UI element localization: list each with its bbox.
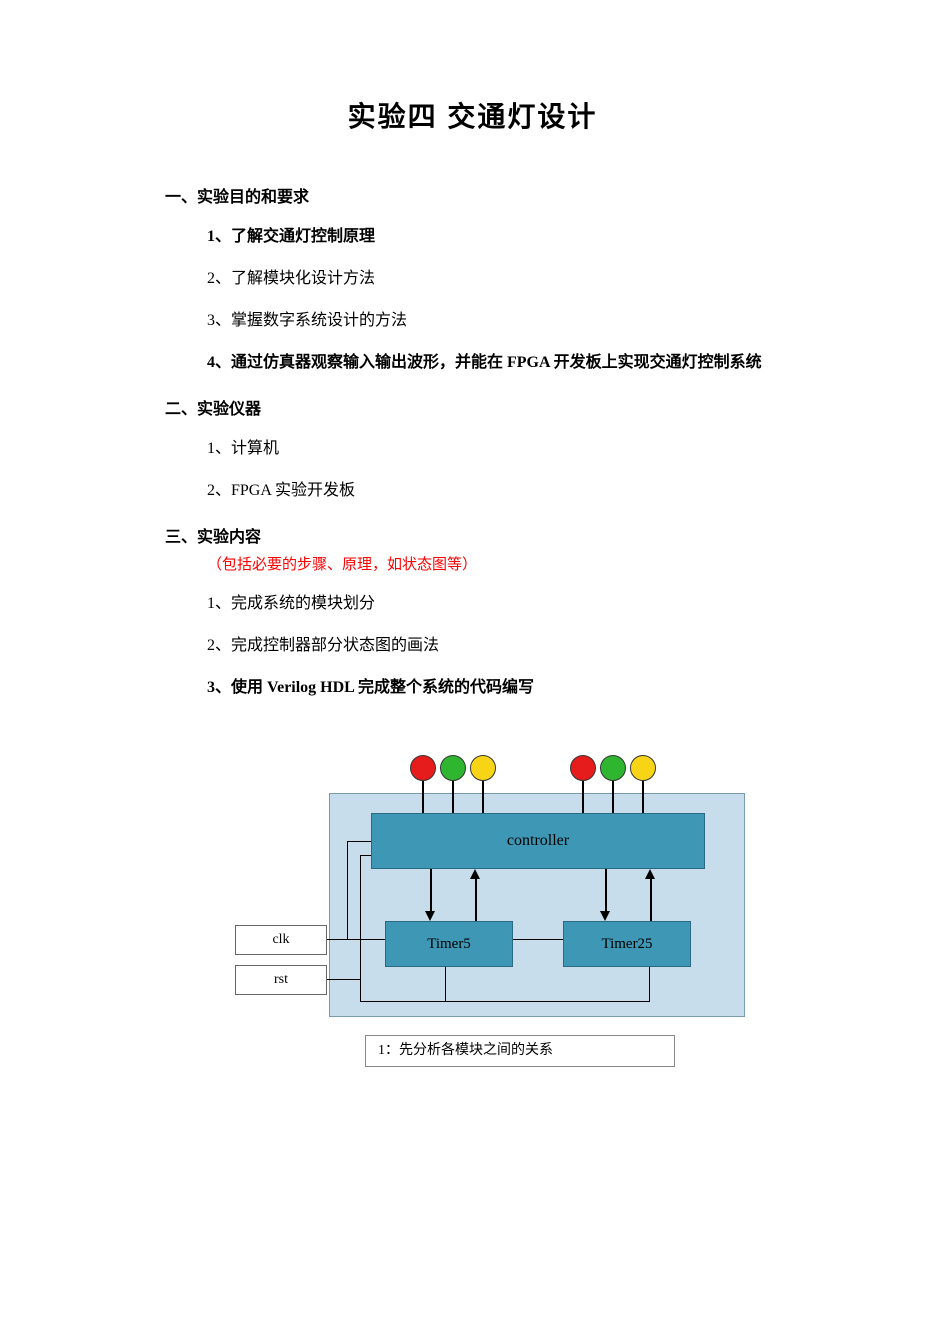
arrow-line	[475, 877, 477, 921]
stem	[422, 781, 424, 813]
wire	[360, 1001, 650, 1002]
rst-input: rst	[235, 965, 327, 995]
caption-number: 1：	[378, 1043, 399, 1058]
light-yellow-right	[630, 755, 656, 781]
block-diagram: controller Timer5 Timer25 clk rst	[235, 755, 745, 1065]
section-1-heading: 一、实验目的和要求	[165, 183, 825, 207]
timer5-block: Timer5	[385, 921, 513, 967]
s1-item-3: 3、掌握数字系统设计的方法	[165, 309, 825, 333]
arrow-line	[430, 869, 432, 913]
section-3-note: （包括必要的步骤、原理，如状态图等）	[165, 553, 825, 574]
stem	[642, 781, 644, 813]
arrow-line	[605, 869, 607, 913]
s2-item-2: 2、FPGA 实验开发板	[165, 479, 825, 503]
section-3-heading: 三、实验内容	[165, 523, 825, 547]
wire	[347, 841, 371, 842]
diagram-caption: 1：先分析各模块之间的关系	[365, 1035, 675, 1067]
arrow-down-icon	[600, 911, 610, 921]
section-2-heading: 二、实验仪器	[165, 395, 825, 419]
wire	[347, 841, 348, 940]
arrow-up-icon	[645, 869, 655, 879]
arrow-line	[650, 877, 652, 921]
wire	[327, 939, 385, 940]
s1-item-1: 1、了解交通灯控制原理	[165, 225, 825, 249]
arrow-down-icon	[425, 911, 435, 921]
section-2: 二、实验仪器 1、计算机 2、FPGA 实验开发板	[165, 395, 825, 503]
stem	[582, 781, 584, 813]
caption-text: 先分析各模块之间的关系	[399, 1043, 553, 1058]
light-red-left	[410, 755, 436, 781]
light-yellow-left	[470, 755, 496, 781]
stem	[612, 781, 614, 813]
section-3: 三、实验内容 （包括必要的步骤、原理，如状态图等） 1、完成系统的模块划分 2、…	[165, 523, 825, 700]
wire	[360, 855, 361, 980]
wire	[445, 967, 446, 1001]
arrow-up-icon	[470, 869, 480, 879]
controller-block: controller	[371, 813, 705, 869]
wire	[360, 855, 371, 856]
clk-input: clk	[235, 925, 327, 955]
wire	[649, 967, 650, 1001]
wire	[513, 939, 563, 940]
s1-item-4: 4、通过仿真器观察输入输出波形，并能在 FPGA 开发板上实现交通灯控制系统	[165, 351, 825, 375]
s3-item-1: 1、完成系统的模块划分	[165, 592, 825, 616]
light-green-left	[440, 755, 466, 781]
wire	[327, 979, 361, 980]
stem	[482, 781, 484, 813]
s3-item-2: 2、完成控制器部分状态图的画法	[165, 634, 825, 658]
s2-item-1: 1、计算机	[165, 437, 825, 461]
s3-item-3: 3、使用 Verilog HDL 完成整个系统的代码编写	[165, 676, 825, 700]
light-green-right	[600, 755, 626, 781]
light-red-right	[570, 755, 596, 781]
content-area: 一、实验目的和要求 1、了解交通灯控制原理 2、了解模块化设计方法 3、掌握数字…	[0, 135, 945, 1065]
section-1: 一、实验目的和要求 1、了解交通灯控制原理 2、了解模块化设计方法 3、掌握数字…	[165, 183, 825, 375]
wire	[360, 979, 361, 1001]
s1-item-2: 2、了解模块化设计方法	[165, 267, 825, 291]
stem	[452, 781, 454, 813]
timer25-block: Timer25	[563, 921, 691, 967]
page-title: 实验四 交通灯设计	[0, 0, 945, 135]
